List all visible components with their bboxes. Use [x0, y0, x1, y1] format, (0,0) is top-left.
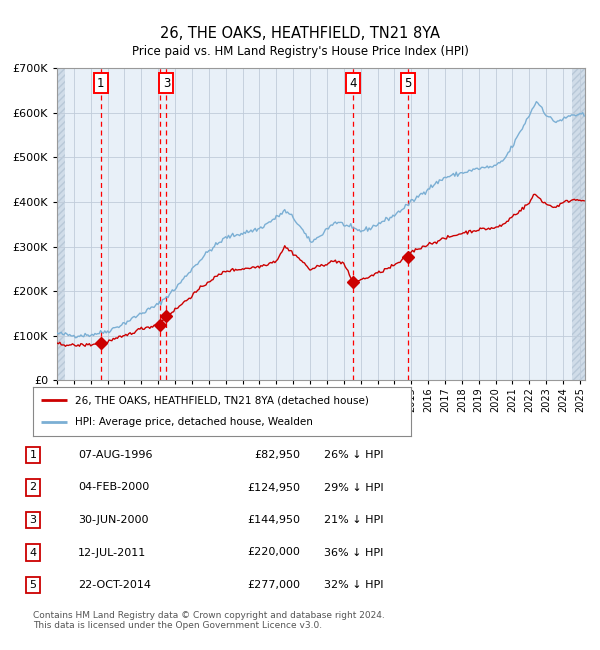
Text: 26% ↓ HPI: 26% ↓ HPI: [324, 450, 383, 460]
Text: 26, THE OAKS, HEATHFIELD, TN21 8YA: 26, THE OAKS, HEATHFIELD, TN21 8YA: [160, 26, 440, 41]
Text: 5: 5: [29, 580, 37, 590]
Text: 30-JUN-2000: 30-JUN-2000: [78, 515, 149, 525]
Text: 32% ↓ HPI: 32% ↓ HPI: [324, 580, 383, 590]
Text: 3: 3: [29, 515, 37, 525]
Text: 22-OCT-2014: 22-OCT-2014: [78, 580, 151, 590]
Text: £220,000: £220,000: [247, 547, 300, 558]
Text: 12-JUL-2011: 12-JUL-2011: [78, 547, 146, 558]
Text: Contains HM Land Registry data © Crown copyright and database right 2024.
This d: Contains HM Land Registry data © Crown c…: [33, 611, 385, 630]
Text: 3: 3: [163, 77, 170, 90]
Text: 1: 1: [97, 77, 104, 90]
Text: 4: 4: [29, 547, 37, 558]
Text: £144,950: £144,950: [247, 515, 300, 525]
Text: 21% ↓ HPI: 21% ↓ HPI: [324, 515, 383, 525]
Bar: [572, 68, 585, 380]
Text: 07-AUG-1996: 07-AUG-1996: [78, 450, 152, 460]
Text: 04-FEB-2000: 04-FEB-2000: [78, 482, 149, 493]
Text: £277,000: £277,000: [247, 580, 300, 590]
Text: Price paid vs. HM Land Registry's House Price Index (HPI): Price paid vs. HM Land Registry's House …: [131, 46, 469, 58]
Text: 2: 2: [29, 482, 37, 493]
Text: 1: 1: [29, 450, 37, 460]
Text: 26, THE OAKS, HEATHFIELD, TN21 8YA (detached house): 26, THE OAKS, HEATHFIELD, TN21 8YA (deta…: [74, 395, 368, 406]
Text: £82,950: £82,950: [254, 450, 300, 460]
Text: 4: 4: [349, 77, 356, 90]
Bar: [57, 68, 65, 380]
Text: 36% ↓ HPI: 36% ↓ HPI: [324, 547, 383, 558]
Text: 29% ↓ HPI: 29% ↓ HPI: [324, 482, 383, 493]
Text: 5: 5: [404, 77, 412, 90]
Text: £124,950: £124,950: [247, 482, 300, 493]
Text: HPI: Average price, detached house, Wealden: HPI: Average price, detached house, Weal…: [74, 417, 313, 427]
